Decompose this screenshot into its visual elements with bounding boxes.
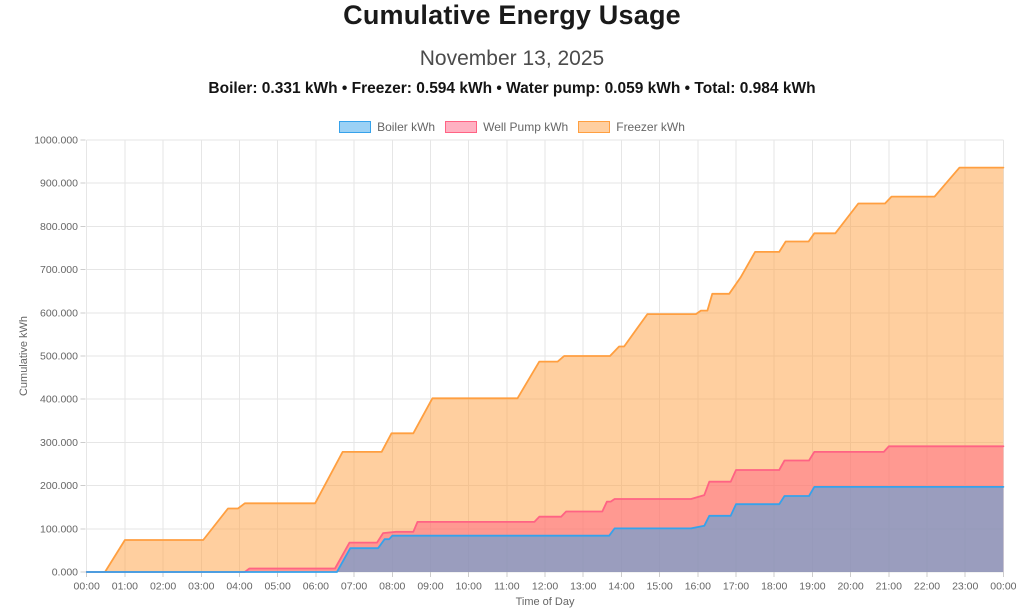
x-tick-label: 23:00 — [952, 581, 978, 593]
x-tick-label: 04:00 — [226, 581, 252, 593]
legend-color-chip — [339, 121, 372, 133]
chart-subtitle: November 13, 2025 — [419, 47, 605, 70]
x-tick-label: 00:00 — [990, 581, 1016, 593]
x-tick-label: 19:00 — [799, 581, 825, 593]
x-tick-label: 10:00 — [456, 581, 482, 593]
y-tick-label: 400.000 — [40, 394, 78, 406]
legend-color-chip — [578, 121, 611, 133]
page-title: Cumulative Energy Usage — [343, 0, 681, 30]
chart-legend: Boiler kWh Well Pump kWh Freezer kWh — [0, 120, 1024, 134]
usage-summary: Boiler: 0.331 kWh • Freezer: 0.594 kWh •… — [208, 80, 816, 97]
x-tick-label: 13:00 — [570, 581, 596, 593]
legend-color-chip — [445, 121, 478, 133]
x-tick-label: 01:00 — [112, 581, 138, 593]
x-tick-label: 00:00 — [74, 581, 100, 593]
y-tick-label: 800.000 — [40, 221, 78, 233]
y-tick-label: 700.000 — [40, 264, 78, 276]
y-tick-label: 0.000 — [52, 567, 78, 579]
x-axis-title: Time of Day — [516, 596, 575, 608]
y-tick-label: 600.000 — [40, 307, 78, 319]
x-tick-label: 21:00 — [876, 581, 902, 593]
y-tick-label: 500.000 — [40, 351, 78, 363]
legend-item-well-pump-kwh[interactable]: Well Pump kWh — [445, 120, 568, 134]
x-tick-label: 15:00 — [646, 581, 672, 593]
x-tick-label: 08:00 — [379, 581, 405, 593]
y-axis-tick-labels: 0.000 100.000 200.000 300.000 400.000 500.000… — [34, 135, 78, 579]
x-tick-label: 07:00 — [341, 581, 367, 593]
x-tick-label: 17:00 — [723, 581, 749, 593]
legend-label: Well Pump kWh — [483, 120, 569, 134]
y-tick-label: 300.000 — [40, 437, 78, 449]
boiler-kwh-line — [85, 485, 1005, 573]
boiler-kwh-area — [86, 486, 1004, 572]
legend-label: Freezer kWh — [616, 120, 685, 134]
x-tick-label: 14:00 — [608, 581, 634, 593]
y-tick-label: 900.000 — [40, 178, 78, 190]
x-tick-label: 09:00 — [417, 581, 443, 593]
y-tick-label: 100.000 — [40, 523, 78, 535]
legend-label: Boiler kWh — [377, 120, 436, 134]
y-axis-title: Cumulative kWh — [18, 316, 30, 396]
x-tick-label: 16:00 — [685, 581, 711, 593]
freezer-kwh-line — [85, 166, 1005, 573]
x-tick-label: 11:00 — [494, 581, 520, 593]
x-tick-label: 12:00 — [532, 581, 558, 593]
y-tick-label: 200.000 — [40, 480, 78, 492]
x-tick-label: 18:00 — [761, 581, 787, 593]
x-tick-label: 22:00 — [914, 581, 940, 593]
x-tick-label: 20:00 — [837, 581, 863, 593]
y-tick-label: 1000.000 — [34, 135, 78, 147]
legend-item-boiler-kwh[interactable]: Boiler kWh — [339, 120, 435, 134]
legend-item-freezer-kwh[interactable]: Freezer kWh — [578, 120, 685, 134]
x-tick-label: 03:00 — [188, 581, 214, 593]
x-tick-label: 02:00 — [150, 581, 176, 593]
x-axis-tick-labels: 00:00 01:00 02:00 03:00 04:00 05:00 06:00 07:00… — [74, 581, 1017, 593]
x-tick-label: 05:00 — [265, 581, 291, 593]
axis-tick-marks — [80, 139, 1004, 577]
well-pump-kwh-line — [85, 445, 1005, 573]
x-tick-label: 06:00 — [303, 581, 329, 593]
